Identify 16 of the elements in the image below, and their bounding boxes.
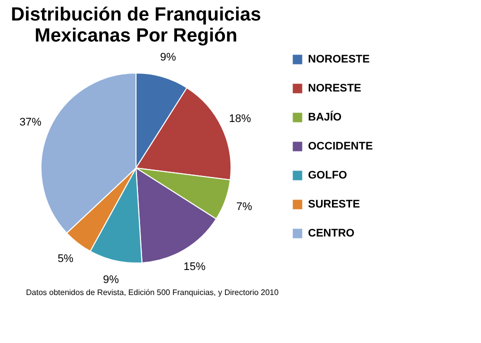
data-label: 9% (160, 52, 176, 64)
data-label: 7% (236, 200, 252, 213)
legend-label: OCCIDENTE (308, 140, 373, 152)
legend-label: NORESTE (308, 82, 362, 94)
data-label: 5% (58, 252, 74, 265)
legend-label: BAJÍO (308, 110, 342, 124)
legend-label: GOLFO (308, 170, 348, 182)
data-label: 15% (184, 260, 206, 273)
data-label: 18% (229, 113, 252, 126)
data-label: 9% (102, 274, 120, 286)
legend-label: CENTRO (308, 228, 355, 240)
legend-label: SURESTE (308, 198, 360, 210)
legend-label: NOROESTE (308, 54, 370, 66)
text: Datos obtenidos de Revista, Edición 500 Franquicias, y Directorio 2010 (26, 288, 280, 297)
data-label: 37% (19, 116, 42, 128)
chart-title: Distribución de Franquicias Mexicanas Por Región (10, 4, 262, 47)
